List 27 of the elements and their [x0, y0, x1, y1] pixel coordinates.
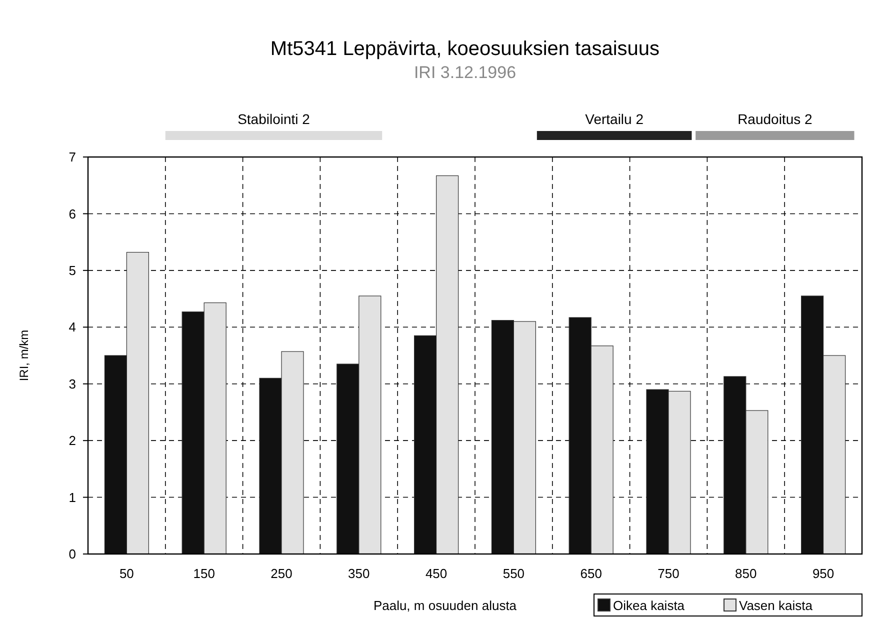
legend-label: Oikea kaista: [613, 598, 686, 613]
x-tick-label: 450: [425, 566, 448, 581]
text: Raudoitus 2: [738, 111, 812, 127]
y-tick-label: 3: [68, 376, 76, 392]
x-axis-title: Paalu, m osuuden alusta: [373, 598, 518, 613]
chart-title: Mt5341 Leppävirta, koeosuuksien tasaisuus: [270, 38, 660, 60]
y-tick-label: 1: [68, 490, 76, 505]
text: Vertailu 2: [585, 111, 644, 127]
y-axis-title: IRI, m/km: [17, 330, 31, 382]
y-tick-label: 4: [68, 320, 76, 335]
x-tick-label: 850: [735, 566, 757, 581]
x-tick-label: 550: [502, 566, 525, 581]
legend-label: Vasen kaista: [739, 598, 814, 613]
x-tick-label: 650: [580, 566, 602, 581]
x-tick-label: 250: [270, 566, 292, 581]
y-tick-label: 2: [68, 433, 76, 448]
chart-subtitle: IRI 3.12.1996: [414, 63, 516, 82]
text: Stabilointi 2: [238, 111, 310, 127]
x-tick-label: 350: [348, 566, 370, 581]
y-tick-label: 7: [68, 150, 76, 165]
y-tick-label: 6: [68, 206, 76, 222]
y-tick-label: 0: [68, 546, 76, 562]
y-tick-label: 5: [68, 262, 76, 278]
x-tick-label: 950: [812, 566, 834, 581]
x-tick-label: 150: [193, 566, 215, 581]
x-tick-label: 50: [119, 566, 134, 581]
x-tick-label: 750: [658, 566, 680, 581]
